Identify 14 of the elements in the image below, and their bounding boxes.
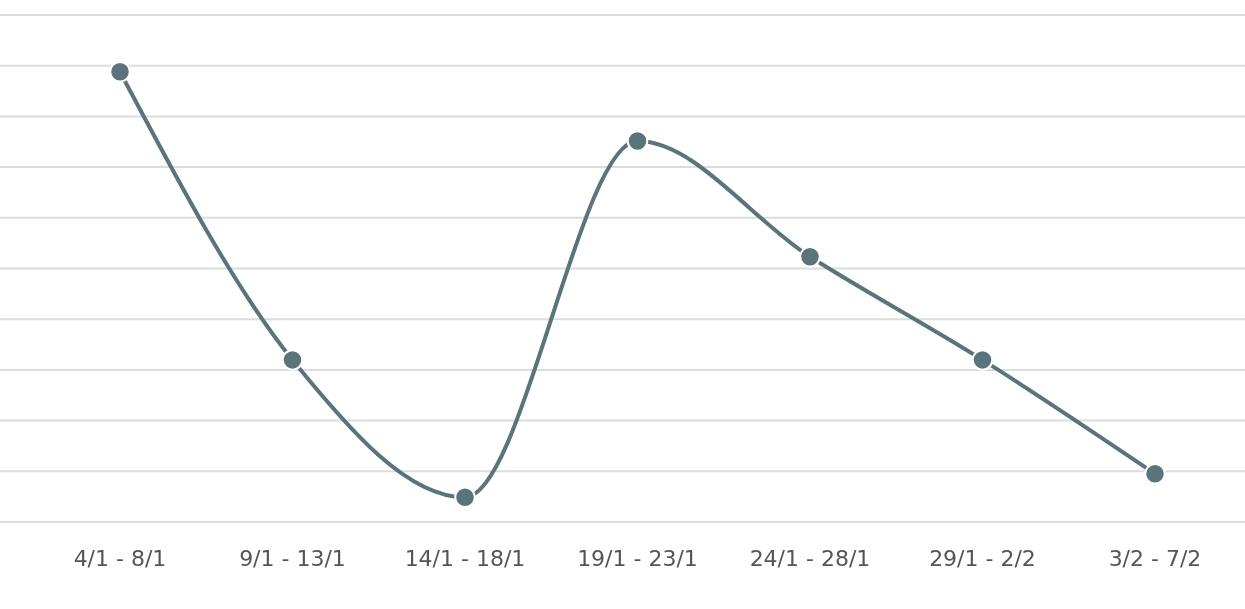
point xyxy=(454,486,476,508)
x-tick-label: 9/1 - 13/1 xyxy=(239,546,346,571)
x-tick-label: 4/1 - 8/1 xyxy=(73,546,167,571)
x-tick-label: 14/1 - 18/1 xyxy=(404,546,526,571)
point xyxy=(626,130,649,152)
x-tick-label: 24/1 - 28/1 xyxy=(749,546,871,571)
point xyxy=(109,60,131,83)
x-tick-label: 29/1 - 2/2 xyxy=(929,546,1036,571)
point xyxy=(1144,463,1166,485)
x-tick-label: 3/2 - 7/2 xyxy=(1108,546,1202,571)
point xyxy=(799,246,821,268)
point xyxy=(971,349,994,371)
x-tick-label: 19/1 - 23/1 xyxy=(577,546,698,571)
point xyxy=(281,349,304,371)
